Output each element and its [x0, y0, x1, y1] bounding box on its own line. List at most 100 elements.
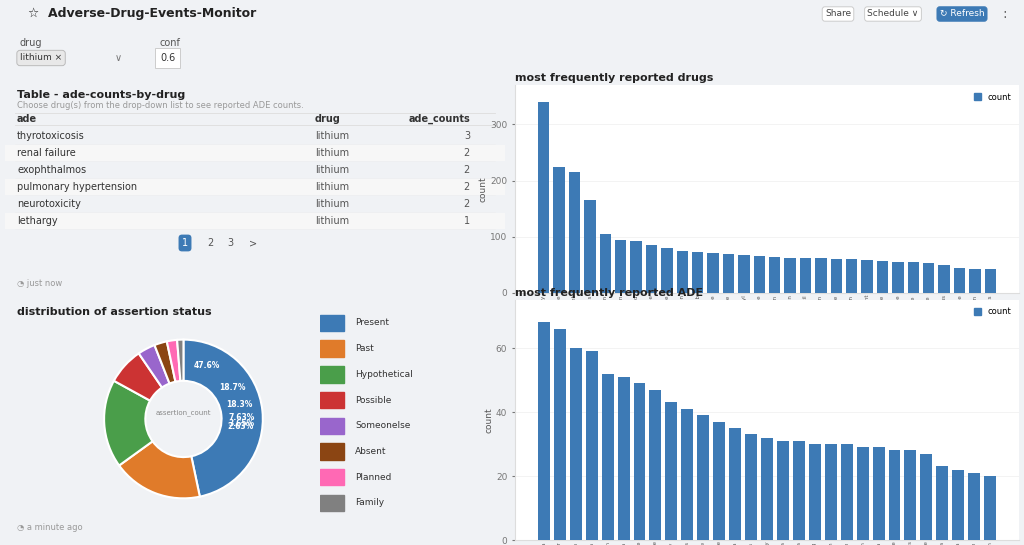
Wedge shape — [177, 340, 183, 381]
Text: distribution of assertion status: distribution of assertion status — [17, 307, 212, 317]
Text: conf: conf — [160, 38, 181, 48]
Bar — [846, 259, 857, 293]
Wedge shape — [183, 340, 263, 496]
Bar — [793, 441, 805, 540]
Bar — [754, 256, 765, 293]
Text: 2: 2 — [464, 148, 470, 158]
Text: Absent: Absent — [355, 447, 387, 456]
Text: lithium: lithium — [315, 199, 349, 209]
Bar — [877, 261, 888, 293]
Text: 1: 1 — [182, 238, 188, 248]
Text: Past: Past — [355, 344, 374, 353]
Text: lithium: lithium — [315, 165, 349, 175]
Text: 2: 2 — [464, 199, 470, 209]
Text: Hypothetical: Hypothetical — [355, 370, 413, 379]
Bar — [952, 470, 965, 540]
Bar — [319, 469, 344, 486]
Bar — [841, 444, 853, 540]
Text: 3.65%: 3.65% — [228, 419, 254, 428]
Text: ↻ Refresh: ↻ Refresh — [940, 9, 984, 19]
Bar — [617, 377, 630, 540]
Text: >: > — [249, 238, 257, 248]
Text: ∨: ∨ — [115, 53, 122, 63]
Bar — [319, 417, 344, 434]
Bar — [697, 415, 710, 540]
Text: lithium: lithium — [315, 182, 349, 192]
Text: Present: Present — [355, 318, 389, 328]
Text: Choose drug(s) from the drop-down list to see reported ADE counts.: Choose drug(s) from the drop-down list t… — [17, 101, 304, 110]
Text: most frequently reported drugs: most frequently reported drugs — [515, 73, 714, 83]
Bar — [904, 450, 916, 540]
Bar — [5, 179, 505, 195]
Bar — [319, 495, 344, 511]
Bar — [857, 447, 868, 540]
Text: ☆  Adverse-Drug-Events-Monitor: ☆ Adverse-Drug-Events-Monitor — [28, 8, 256, 21]
Bar — [649, 390, 662, 540]
Text: 0.6: 0.6 — [160, 53, 175, 63]
Bar — [677, 251, 688, 293]
Text: exophthalmos: exophthalmos — [17, 165, 86, 175]
Bar — [824, 444, 837, 540]
Bar — [969, 473, 980, 540]
Bar — [938, 265, 950, 293]
Text: ◔ a minute ago: ◔ a minute ago — [17, 523, 83, 532]
Bar — [713, 422, 725, 540]
X-axis label: drug: drug — [756, 350, 778, 361]
Wedge shape — [119, 441, 200, 498]
Bar — [319, 443, 344, 460]
Text: lithium: lithium — [315, 216, 349, 226]
Bar — [599, 234, 611, 293]
Text: Planned: Planned — [355, 473, 391, 482]
Text: most frequently reported ADE: most frequently reported ADE — [515, 288, 703, 298]
Bar — [631, 241, 642, 293]
Text: assertion_count: assertion_count — [156, 409, 211, 416]
Text: Share: Share — [825, 9, 851, 19]
Text: 3: 3 — [227, 238, 233, 248]
Bar — [923, 263, 935, 293]
Legend: count: count — [971, 89, 1015, 105]
Text: pulmonary hypertension: pulmonary hypertension — [17, 182, 137, 192]
Text: lithium: lithium — [315, 131, 349, 141]
Text: 1: 1 — [464, 216, 470, 226]
Bar — [984, 476, 996, 540]
Bar — [921, 453, 932, 540]
Text: lethargy: lethargy — [17, 216, 57, 226]
Text: 18.3%: 18.3% — [226, 400, 253, 409]
Bar — [984, 269, 996, 293]
Bar — [538, 323, 550, 540]
Y-axis label: count: count — [484, 407, 494, 433]
Text: Schedule ∨: Schedule ∨ — [867, 9, 919, 19]
Text: 2: 2 — [207, 238, 213, 248]
Text: ◔ just now: ◔ just now — [17, 278, 62, 288]
Text: ade: ade — [17, 114, 37, 124]
Bar — [729, 428, 741, 540]
Bar — [568, 172, 581, 293]
Bar — [554, 329, 566, 540]
Bar — [5, 213, 505, 229]
Bar — [569, 348, 582, 540]
Bar — [708, 252, 719, 293]
Text: 3: 3 — [464, 131, 470, 141]
Wedge shape — [104, 381, 153, 465]
Bar — [892, 262, 904, 293]
Bar — [761, 438, 773, 540]
Text: ◔ a minute ago: ◔ a minute ago — [520, 408, 580, 416]
Bar — [646, 245, 657, 293]
Bar — [723, 253, 734, 293]
Bar — [319, 341, 344, 357]
Bar — [662, 248, 673, 293]
Bar — [784, 258, 796, 293]
Wedge shape — [167, 340, 180, 381]
Bar — [936, 467, 948, 540]
Wedge shape — [114, 353, 162, 401]
Bar — [809, 444, 821, 540]
Bar — [602, 374, 613, 540]
Text: :: : — [1002, 7, 1008, 21]
Bar — [889, 450, 900, 540]
Text: thyrotoxicosis: thyrotoxicosis — [17, 131, 85, 141]
Bar — [745, 434, 757, 540]
Text: Family: Family — [355, 499, 384, 507]
Text: ade_counts: ade_counts — [409, 114, 470, 124]
Bar — [872, 447, 885, 540]
Bar — [738, 255, 750, 293]
